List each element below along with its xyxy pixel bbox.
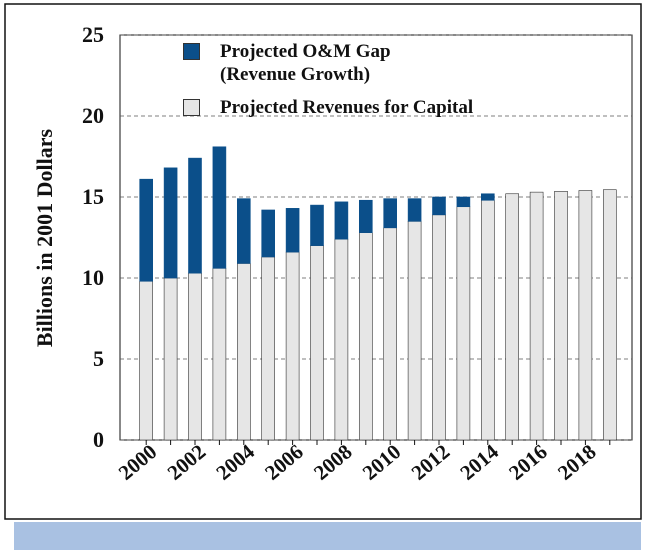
bar-segment (310, 245, 324, 441)
bar-segment (237, 198, 251, 264)
bar-segment (310, 204, 324, 246)
legend-label: Projected O&M Gap (Revenue Growth) (220, 41, 391, 85)
bar-segment (407, 198, 422, 222)
bar-segment (212, 267, 227, 441)
bar-segment (578, 190, 593, 441)
bar-segment (188, 272, 202, 441)
y-axis-label: Billions in 2001 Dollars (32, 128, 57, 347)
bar-segment (334, 238, 349, 441)
bar-segment (432, 196, 446, 216)
legend-swatch (183, 43, 200, 60)
bar-segment (432, 214, 446, 441)
legend-label: Projected Revenues for Capital (220, 97, 474, 118)
bar-segment (505, 193, 520, 441)
bar-segment (334, 201, 349, 240)
bar-segment (480, 199, 495, 441)
bar-segment (602, 189, 617, 441)
bar-segment (480, 193, 495, 201)
bar-segment (139, 280, 153, 441)
bar-segment (456, 196, 471, 208)
bar-segment (383, 198, 398, 229)
y-tick-label: 15 (82, 184, 104, 209)
bar-segment (237, 263, 251, 441)
y-tick-label: 0 (93, 427, 104, 452)
bar-segment (285, 208, 300, 253)
bar-segment (261, 256, 276, 441)
bar-segment (529, 191, 544, 441)
y-tick-label: 10 (82, 265, 104, 290)
bar-segment (163, 277, 178, 441)
bar-segment (139, 178, 153, 282)
bar-segment (358, 232, 373, 441)
bar-segment (188, 157, 202, 274)
bar-segment (358, 199, 373, 233)
bar-segment (554, 191, 568, 441)
y-tick-label: 20 (82, 103, 104, 128)
bar-segment (456, 206, 471, 441)
bar-segment (285, 251, 300, 441)
bar-segment (212, 146, 227, 269)
footer-band (14, 522, 641, 550)
bar-segment (163, 167, 178, 279)
bar-segment (407, 221, 422, 441)
y-tick-label: 25 (82, 22, 104, 47)
y-tick-label: 5 (93, 346, 104, 371)
bar-segment (261, 209, 276, 258)
bar-segment (383, 227, 398, 441)
grid (120, 34, 632, 441)
legend-swatch (183, 99, 200, 116)
